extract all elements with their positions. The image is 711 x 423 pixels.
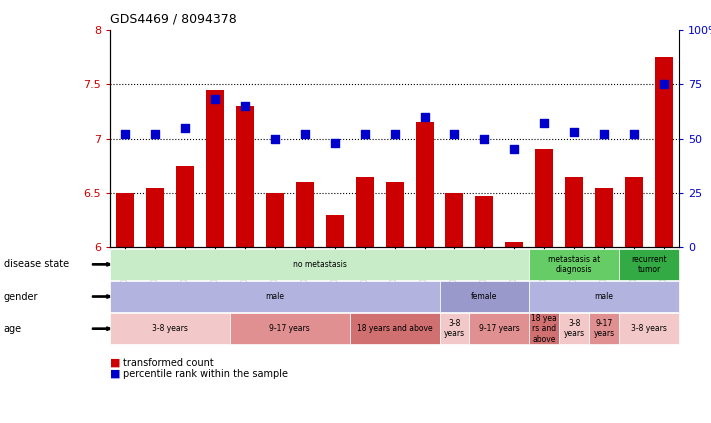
Point (508, 146, 520, 153)
Text: 9-17
years: 9-17 years (594, 319, 615, 338)
Bar (176, 166, 194, 247)
Bar (385, 182, 404, 247)
Bar (625, 177, 643, 247)
Point (449, 131, 460, 137)
Text: transformed count: transformed count (123, 358, 214, 368)
Bar (415, 122, 434, 247)
Bar (565, 177, 583, 247)
Point (239, 102, 250, 109)
Text: GDS4469 / 8094378: GDS4469 / 8094378 (110, 13, 237, 26)
Bar (146, 187, 164, 247)
Point (539, 120, 550, 126)
Text: disease state: disease state (4, 259, 69, 269)
Point (599, 131, 610, 137)
Text: male: male (594, 292, 614, 301)
Text: 9-17 years: 9-17 years (269, 324, 310, 333)
Text: metastasis at
diagnosis: metastasis at diagnosis (548, 255, 600, 274)
Text: no metastasis: no metastasis (293, 260, 347, 269)
Point (419, 113, 430, 120)
Bar (476, 196, 493, 247)
Point (389, 131, 400, 137)
Point (359, 131, 370, 137)
Text: 3-8 years: 3-8 years (152, 324, 188, 333)
Point (119, 131, 131, 137)
Bar (296, 182, 314, 247)
Text: male: male (265, 292, 284, 301)
Bar (266, 193, 284, 247)
Text: gender: gender (4, 291, 38, 302)
Text: ■: ■ (110, 358, 121, 368)
Text: 18 yea
rs and
above: 18 yea rs and above (531, 314, 557, 343)
Bar (595, 187, 613, 247)
Point (658, 81, 670, 88)
Point (149, 131, 161, 137)
Text: 18 years and above: 18 years and above (357, 324, 432, 333)
Text: 9-17 years: 9-17 years (479, 324, 520, 333)
Point (209, 96, 220, 103)
Text: 3-8
years: 3-8 years (564, 319, 584, 338)
Point (179, 124, 191, 131)
Bar (236, 106, 254, 247)
Text: age: age (4, 324, 21, 334)
Bar (446, 193, 464, 247)
Text: female: female (471, 292, 498, 301)
Text: 3-8
years: 3-8 years (444, 319, 465, 338)
Text: percentile rank within the sample: percentile rank within the sample (123, 368, 288, 379)
Bar (535, 149, 553, 247)
Bar (356, 177, 374, 247)
Text: 3-8 years: 3-8 years (631, 324, 667, 333)
Point (479, 135, 490, 142)
Bar (206, 90, 224, 247)
Point (299, 131, 311, 137)
Text: ■: ■ (110, 368, 121, 379)
Text: recurrent
tumor: recurrent tumor (631, 255, 667, 274)
Point (269, 135, 281, 142)
Bar (326, 215, 343, 247)
Bar (506, 242, 523, 247)
Point (569, 129, 580, 135)
Point (629, 131, 640, 137)
Point (329, 140, 341, 146)
Bar (116, 193, 134, 247)
Bar (655, 57, 673, 247)
